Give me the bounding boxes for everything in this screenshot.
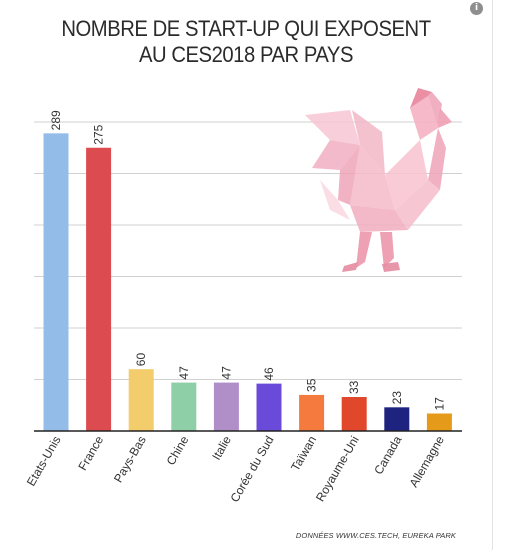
- category-label: Pays-Bas: [111, 434, 149, 485]
- chart-title-line-1: NOMBRE DE START-UP QUI EXPOSENT: [61, 16, 431, 41]
- bar-royaume-uni: [341, 397, 367, 431]
- bar-allemagne: [426, 413, 452, 431]
- category-label: Allemagne: [407, 433, 448, 489]
- category-label: Corée du Sud: [227, 434, 276, 505]
- value-label: 47: [177, 366, 191, 380]
- value-labels: 289 275 60 47 47 46 35 33 23 17: [49, 110, 446, 411]
- category-label: Etats-Unis: [24, 434, 64, 489]
- value-label: 23: [390, 391, 404, 405]
- value-label: 60: [134, 353, 148, 367]
- bar-chine: [171, 382, 197, 431]
- category-label: Canada: [371, 433, 404, 477]
- chart-card: NOMBRE DE START-UP QUI EXPOSENT AU CES20…: [20, 0, 493, 550]
- chart-title-line-2: AU CES2018 PAR PAYS: [138, 42, 353, 67]
- bar-etats-unis: [43, 133, 69, 431]
- bar-canada: [384, 407, 410, 431]
- value-label: 35: [305, 378, 319, 392]
- value-label: 47: [219, 366, 233, 380]
- value-label: 46: [262, 367, 276, 381]
- bar-pays-bas: [128, 369, 154, 431]
- value-label: 17: [432, 397, 446, 411]
- category-labels: Etats-Unis France Pays-Bas Chine ItalieCorée…: [24, 433, 447, 504]
- category-label: Taïwan: [288, 434, 319, 474]
- chart-title: NOMBRE DE START-UP QUI EXPOSENT AU CES20…: [20, 16, 473, 68]
- category-label: Chine: [164, 433, 192, 467]
- value-label: 33: [347, 380, 361, 394]
- category-label: Royaume-Uni: [313, 434, 362, 505]
- bars: [43, 133, 452, 431]
- rooster-illustration: [305, 88, 452, 272]
- info-icon[interactable]: i: [470, 2, 483, 15]
- bar-cor-e-du-sud: [256, 383, 282, 431]
- bar-italie: [213, 382, 239, 431]
- bar-ta-wan: [299, 394, 325, 431]
- value-label: 275: [92, 124, 106, 144]
- bar-france: [86, 147, 112, 431]
- category-label: Italie: [209, 433, 234, 462]
- value-label: 289: [49, 110, 63, 130]
- category-label: France: [75, 433, 106, 473]
- source-note: DONNÉES WWW.CES.TECH, EUREKA PARK: [295, 531, 456, 540]
- bar-chart: 289 275 60 47 47 46 35 33 23 17 Etats-Unis France P…: [24, 88, 462, 505]
